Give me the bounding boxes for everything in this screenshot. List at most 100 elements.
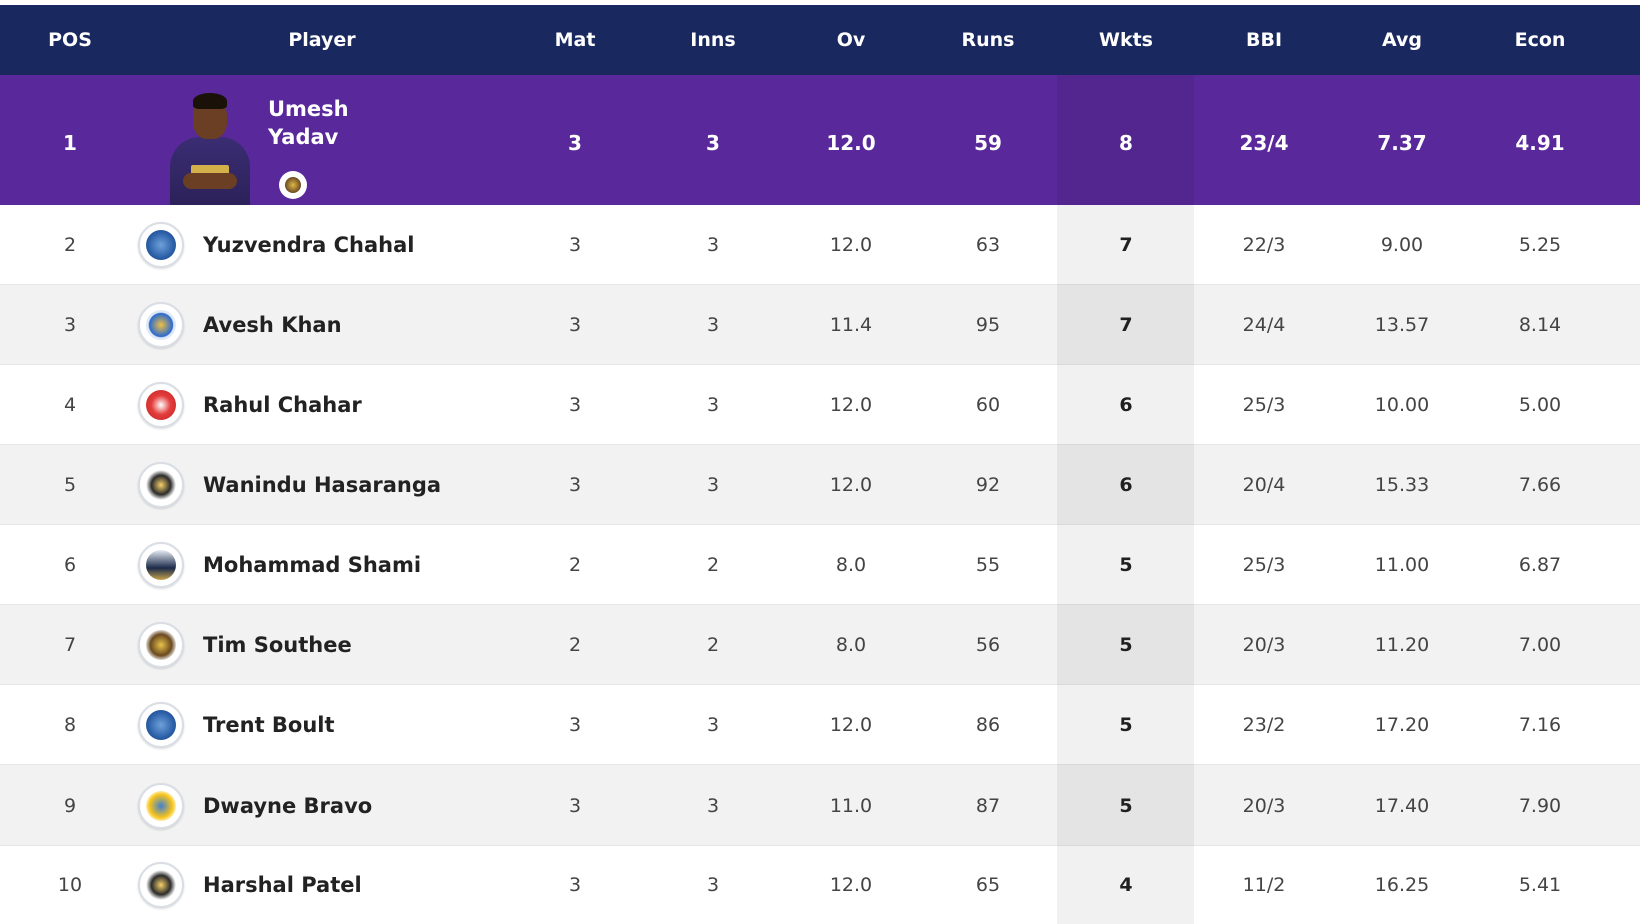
wkts-cell: 6 [1119,474,1133,496]
player-name[interactable]: Yuzvendra Chahal [203,233,415,257]
kkr-logo-icon [138,622,184,668]
mat-cell: 3 [568,474,582,496]
runs-cell: 86 [975,714,1001,736]
player-name[interactable]: Harshal Patel [203,873,362,897]
header-bbi[interactable]: BBI [1245,29,1283,51]
inns-cell: 3 [706,474,720,496]
wkts-cell: 5 [1119,794,1133,817]
table-row[interactable]: 8 Trent Boult 3 3 12.0 86 5 23/2 17.20 7… [0,685,1640,765]
rcb-logo-icon [138,462,184,508]
header-ov[interactable]: Ov [836,29,866,51]
gt-logo-icon [138,542,184,588]
inns-cell: 3 [706,794,720,817]
mat-cell: 3 [568,794,582,817]
player-name[interactable]: Umesh Yadav [268,97,349,149]
header-player[interactable]: Player [288,29,356,51]
table-row[interactable]: 4 Rahul Chahar 3 3 12.0 60 6 25/3 10.00 … [0,365,1640,445]
avg-cell: 15.33 [1374,474,1430,496]
econ-cell: 4.91 [1515,130,1565,155]
mat-cell: 3 [568,234,582,256]
inns-cell: 3 [706,314,720,336]
econ-cell: 5.00 [1518,394,1562,416]
runs-cell: 56 [975,634,1001,656]
econ-cell: 7.66 [1518,474,1562,496]
ov-cell: 11.0 [829,794,873,817]
econ-cell: 7.16 [1518,714,1562,736]
table-row[interactable]: 10 Harshal Patel 3 3 12.0 65 4 11/2 16.2… [0,846,1640,924]
table-row[interactable]: 6 Mohammad Shami 2 2 8.0 55 5 25/3 11.00… [0,525,1640,605]
player-name[interactable]: Dwayne Bravo [203,793,373,818]
ov-cell: 12.0 [829,234,873,256]
pos-cell: 2 [63,234,77,256]
player-name[interactable]: Wanindu Hasaranga [203,473,442,497]
table-row[interactable]: 7 Tim Southee 2 2 8.0 56 5 20/3 11.20 7.… [0,605,1640,685]
inns-cell: 3 [706,714,720,736]
wkts-cell: 8 [1119,130,1133,155]
wkts-cell: 6 [1119,394,1133,416]
ov-cell: 12.0 [829,874,873,896]
header-econ[interactable]: Econ [1514,29,1566,51]
mat-cell: 3 [568,714,582,736]
bbi-cell: 23/2 [1242,714,1286,736]
table-row-highlighted[interactable]: 1 Umesh Yadav 3 3 12.0 59 8 23/4 7.37 4.… [0,75,1640,210]
bbi-cell: 20/4 [1242,474,1286,496]
header-mat[interactable]: Mat [554,29,596,51]
ov-cell: 12.0 [829,474,873,496]
pbks-logo-icon [138,382,184,428]
runs-cell: 60 [975,394,1001,416]
inns-cell: 2 [706,554,720,576]
player-photo [165,91,255,210]
mat-cell: 3 [568,874,582,896]
header-avg[interactable]: Avg [1381,29,1423,51]
rr-logo-icon [138,702,184,748]
player-name[interactable]: Tim Southee [203,633,352,657]
pos-cell: 1 [63,130,77,155]
mat-cell: 2 [568,554,582,576]
player-name[interactable]: Mohammad Shami [203,553,422,577]
rcb-logo-icon [138,862,184,908]
pos-cell: 10 [57,874,83,896]
runs-cell: 55 [975,554,1001,576]
econ-cell: 5.41 [1518,874,1562,896]
table-row[interactable]: 3 Avesh Khan 3 3 11.4 95 7 24/4 13.57 8.… [0,285,1640,365]
bbi-cell: 24/4 [1242,314,1286,336]
bbi-cell: 25/3 [1242,394,1286,416]
avg-cell: 7.37 [1377,130,1427,155]
wkts-cell: 7 [1119,314,1133,336]
table-row[interactable]: 2 Yuzvendra Chahal 3 3 12.0 63 7 22/3 9.… [0,205,1640,285]
pos-cell: 8 [63,714,77,736]
table-header: POS Player Mat Inns Ov Runs Wkts BBI Avg… [0,5,1640,75]
avg-cell: 17.20 [1374,714,1430,736]
econ-cell: 6.87 [1518,554,1562,576]
header-inns[interactable]: Inns [690,29,736,51]
pos-cell: 9 [63,794,77,817]
player-name[interactable]: Rahul Chahar [203,393,362,417]
table-row[interactable]: 5 Wanindu Hasaranga 3 3 12.0 92 6 20/4 1… [0,445,1640,525]
pos-cell: 7 [63,634,77,656]
player-name[interactable]: Avesh Khan [203,313,342,337]
wkts-cell: 5 [1119,554,1133,576]
bbi-cell: 11/2 [1242,874,1286,896]
avg-cell: 17.40 [1374,794,1430,817]
header-runs[interactable]: Runs [961,29,1015,51]
avg-cell: 16.25 [1374,874,1430,896]
kkr-logo-icon [279,171,307,199]
pos-cell: 3 [63,314,77,336]
inns-cell: 3 [706,130,720,155]
header-pos[interactable]: POS [48,29,92,51]
table-row[interactable]: 9 Dwayne Bravo 3 3 11.0 87 5 20/3 17.40 … [0,765,1640,846]
avg-cell: 11.00 [1374,554,1430,576]
bbi-cell: 22/3 [1242,234,1286,256]
player-name[interactable]: Trent Boult [203,713,335,737]
bbi-cell: 23/4 [1239,130,1289,155]
pos-cell: 5 [63,474,77,496]
rr-logo-icon [138,222,184,268]
ov-cell: 12.0 [826,130,876,155]
econ-cell: 8.14 [1518,314,1562,336]
header-wkts[interactable]: Wkts [1099,29,1153,51]
lsg-logo-icon [138,302,184,348]
bbi-cell: 20/3 [1242,794,1286,817]
ov-cell: 12.0 [829,394,873,416]
runs-cell: 65 [975,874,1001,896]
runs-cell: 63 [975,234,1001,256]
